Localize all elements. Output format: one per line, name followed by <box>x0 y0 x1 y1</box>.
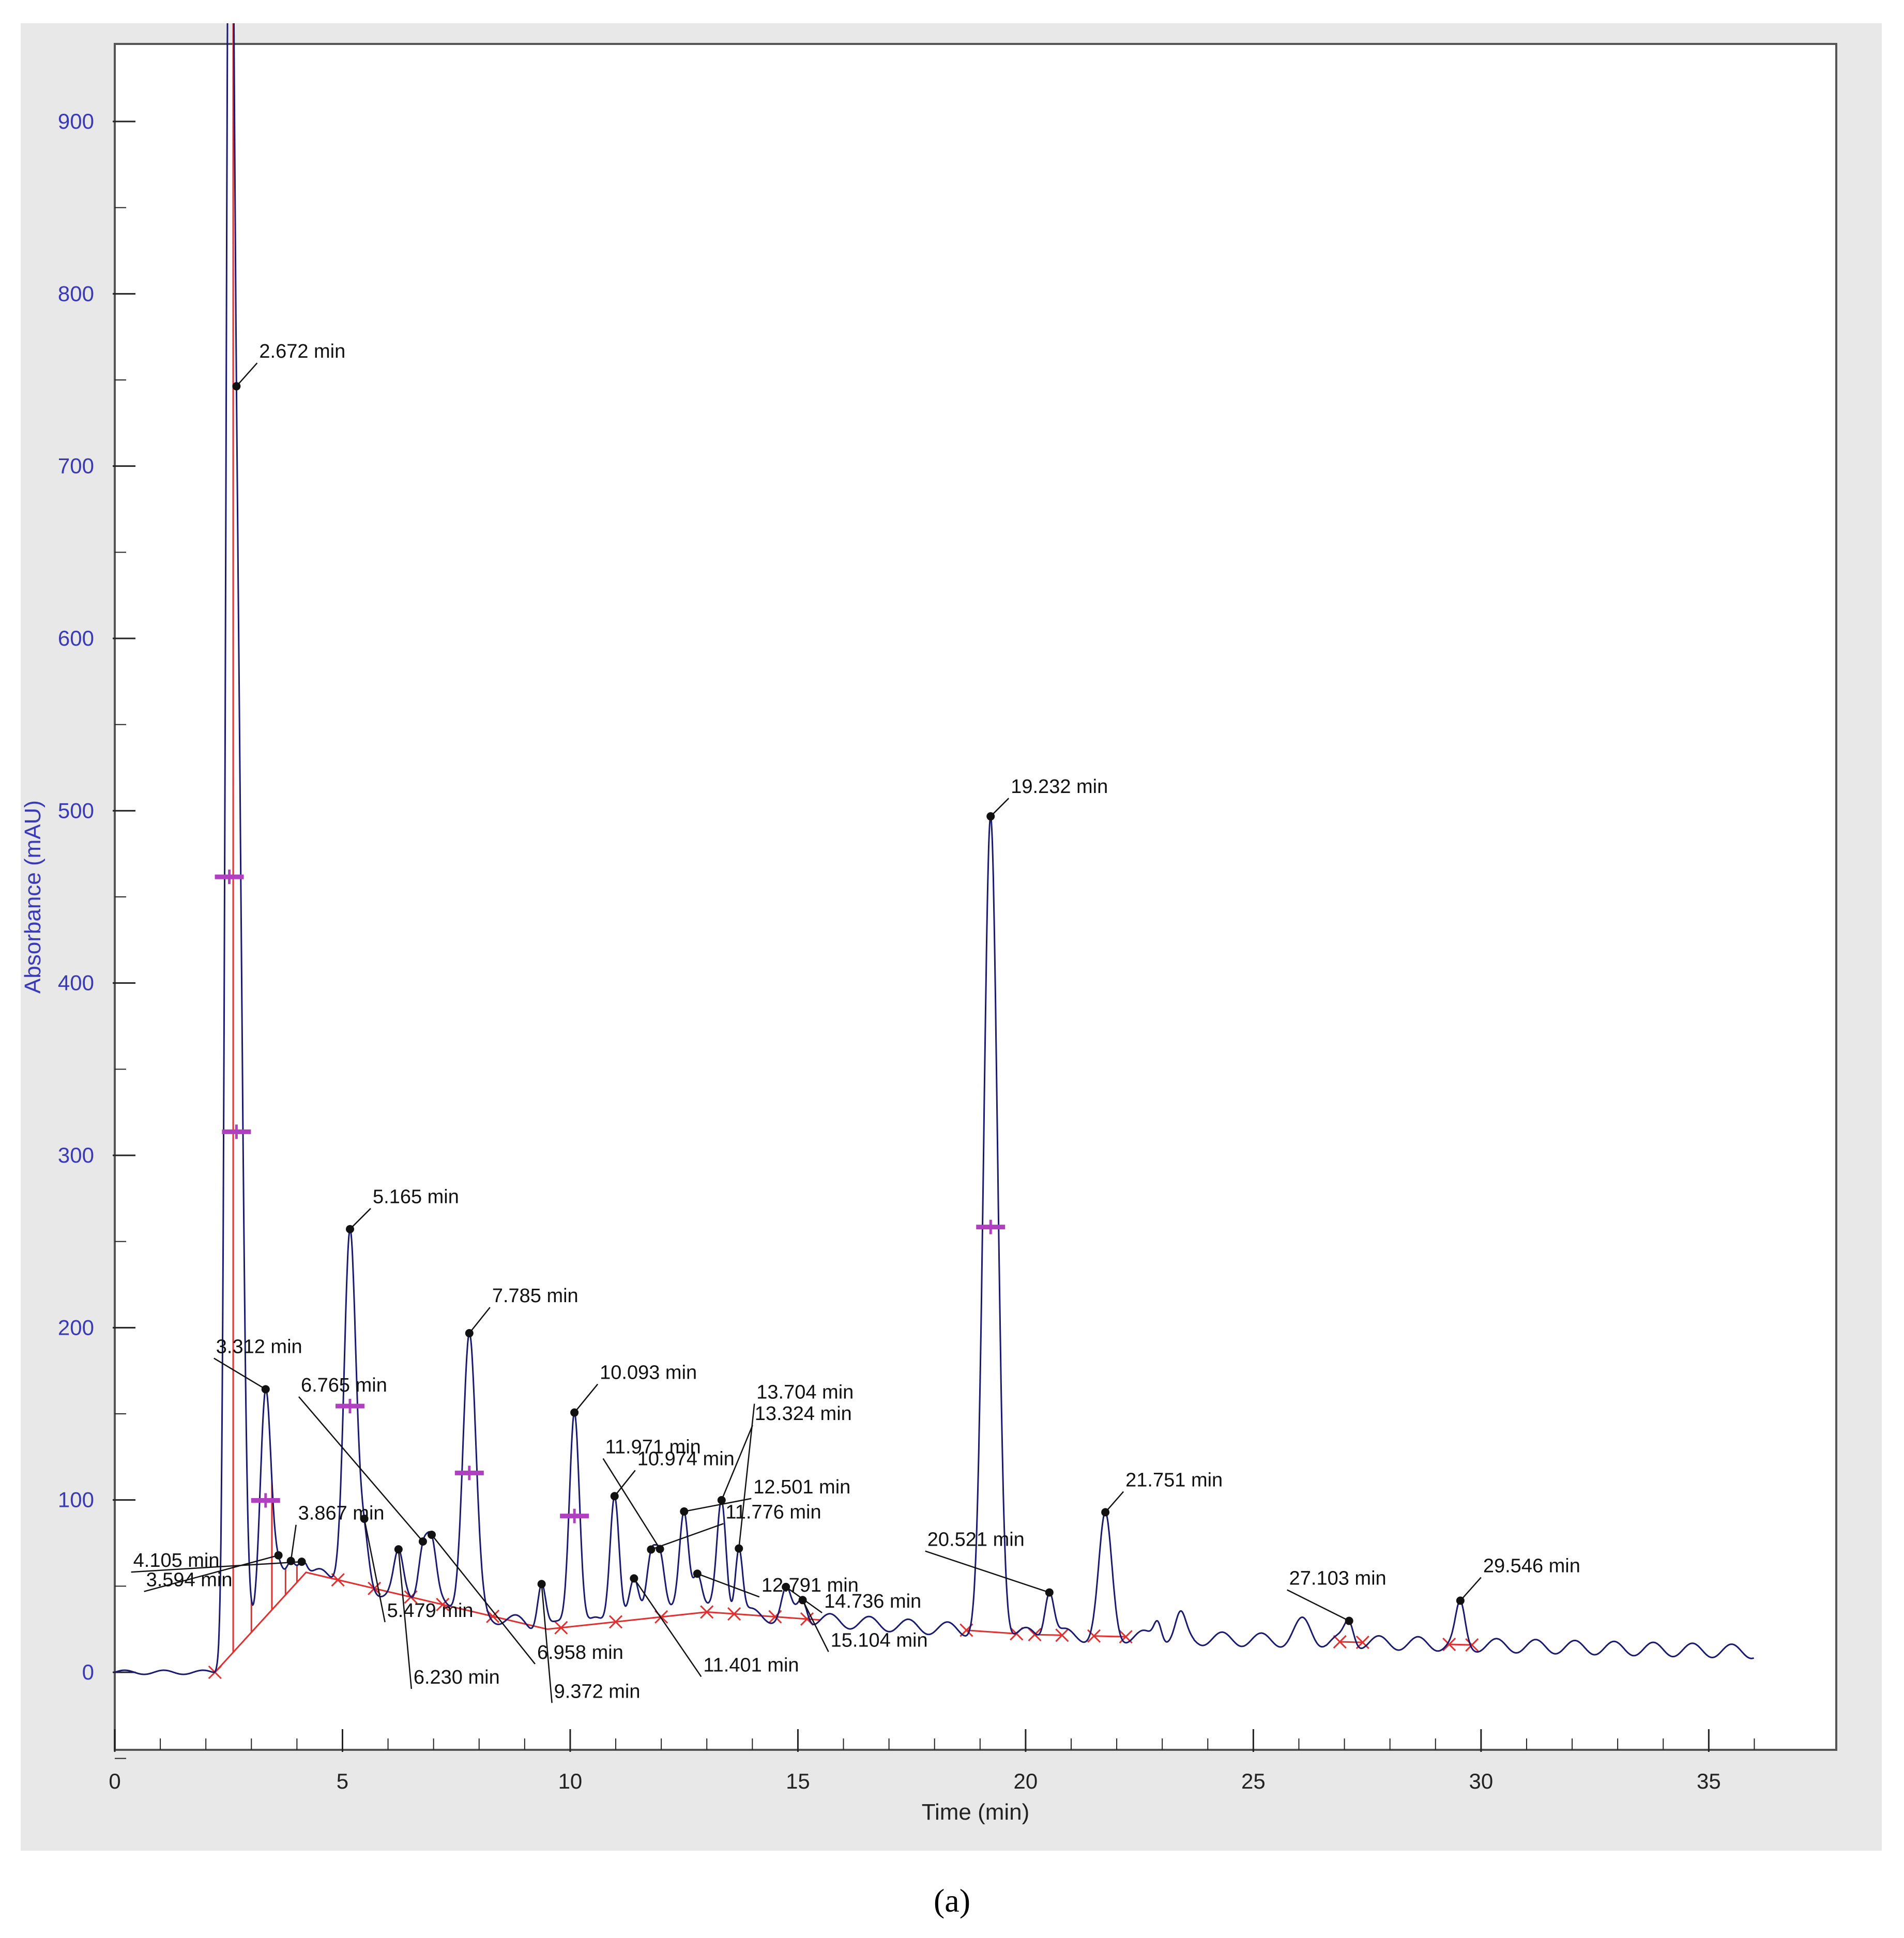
peak-label: 19.232 min <box>1011 776 1108 798</box>
peak-leader-line <box>785 1586 822 1613</box>
peak-label: 11.776 min <box>725 1501 821 1523</box>
peak-leader-line <box>1105 1491 1124 1513</box>
baseline-x-marker <box>1465 1638 1479 1652</box>
peak-leader-line <box>650 1523 724 1550</box>
peak-leader-line <box>214 1357 266 1390</box>
peak-label: 12.791 min <box>761 1575 859 1596</box>
peak-leader-line <box>298 1396 423 1542</box>
peak-label: 12.501 min <box>753 1476 850 1498</box>
peak-label: 6.765 min <box>301 1375 387 1396</box>
baseline-x-marker <box>1087 1629 1101 1643</box>
peak-leader-line <box>1287 1589 1350 1622</box>
peak-leader-line <box>290 1524 297 1561</box>
peak-label: 27.103 min <box>1289 1568 1387 1590</box>
peak-label: 11.401 min <box>703 1654 799 1676</box>
peak-leader-line <box>349 1208 371 1230</box>
y-tick-label: 700 <box>58 454 94 478</box>
y-axis-title: Absorbance (mAU) <box>21 800 45 994</box>
peak-label: 20.521 min <box>927 1529 1025 1551</box>
peak-label: 3.867 min <box>298 1503 385 1524</box>
chromatogram-chart: 0 100 200 300 400 500 600 700 800 900 0 5 10 15 20 25 30… <box>21 23 1837 1825</box>
peak-leader-line <box>363 1518 386 1623</box>
peak-label: 6.230 min <box>414 1667 500 1688</box>
peak-leader-line <box>602 1458 661 1550</box>
plot-area <box>114 43 1837 1751</box>
peak-label: 13.704 min <box>756 1381 854 1403</box>
x-tick-label: 10 <box>558 1769 583 1793</box>
y-tick-label: 800 <box>58 281 94 306</box>
peak-leader-line <box>697 1573 760 1598</box>
figure-caption: (a) <box>933 1882 971 1919</box>
y-tick-label: 200 <box>58 1315 94 1339</box>
peak-leader-line <box>802 1599 829 1652</box>
y-tick-label: 300 <box>58 1143 94 1167</box>
baseline-x-marker <box>1055 1628 1069 1642</box>
peak-label: 10.093 min <box>600 1362 697 1384</box>
peak-label: 14.736 min <box>824 1591 921 1612</box>
y-tick-label: 500 <box>58 798 94 822</box>
baseline-segment <box>966 1629 1017 1635</box>
y-tick-label: 600 <box>58 626 94 650</box>
peak-leader-line <box>398 1549 413 1689</box>
peak-label: 5.479 min <box>387 1600 474 1622</box>
peak-leader-line <box>1459 1577 1482 1601</box>
baseline-x-marker <box>1442 1637 1456 1652</box>
baseline-x-marker <box>608 1615 623 1629</box>
x-tick-label: 35 <box>1697 1769 1721 1793</box>
peak-label: 29.546 min <box>1483 1555 1580 1577</box>
peak-leader-line <box>721 1425 753 1501</box>
peak-label: 3.312 min <box>216 1336 302 1357</box>
y-tick-label: 100 <box>58 1488 94 1512</box>
peak-label: 6.958 min <box>537 1642 623 1664</box>
x-tick-label: 25 <box>1241 1769 1266 1793</box>
x-tick-label: 15 <box>786 1769 810 1793</box>
peak-leader-line <box>633 1578 702 1677</box>
peak-leader-line <box>614 1470 636 1497</box>
peak-leader-line <box>925 1550 1050 1593</box>
peak-leader-line <box>144 1554 279 1592</box>
peak-leader-line <box>131 1561 302 1573</box>
chromatogram-trace <box>114 23 1755 1675</box>
peak-leader-line <box>431 1534 536 1665</box>
y-tick-label: 400 <box>58 971 94 995</box>
peak-label: 21.751 min <box>1125 1469 1223 1491</box>
peak-label: 3.594 min <box>146 1569 233 1591</box>
peak-leader-line <box>684 1498 752 1513</box>
peak-label: 10.974 min <box>637 1448 735 1470</box>
y-tick-label: 900 <box>58 109 94 133</box>
x-tick-label: 5 <box>337 1769 348 1793</box>
baseline-x-marker <box>700 1605 714 1619</box>
y-tick-label: 0 <box>82 1660 94 1684</box>
baseline-x-marker <box>727 1607 741 1621</box>
baseline-segment <box>1449 1643 1472 1646</box>
x-tick-label: 30 <box>1469 1769 1493 1793</box>
x-axis-title: Time (min) <box>922 1799 1030 1825</box>
baseline-x-marker <box>1333 1635 1347 1649</box>
peak-label: 7.785 min <box>492 1285 578 1307</box>
peak-label: 5.165 min <box>373 1186 459 1208</box>
baseline-x-marker <box>1028 1628 1042 1642</box>
x-tick-label: 20 <box>1014 1769 1038 1793</box>
peak-label: 11.971 min <box>605 1436 701 1458</box>
baseline-x-marker <box>436 1597 450 1611</box>
peak-leader-line <box>236 362 258 387</box>
peak-leader-line <box>541 1584 553 1703</box>
chart-frame: 0 100 200 300 400 500 600 700 800 900 0 5 10 15 20 25 30… <box>21 23 1882 1851</box>
peak-label: 15.104 min <box>831 1629 928 1651</box>
peak-label: 13.324 min <box>755 1403 852 1425</box>
peak-leader-line <box>990 798 1010 817</box>
peak-label: 9.372 min <box>554 1681 641 1702</box>
x-tick-label: 0 <box>109 1769 120 1793</box>
baseline-x-marker <box>554 1621 568 1635</box>
peak-leader-line <box>574 1383 599 1413</box>
peak-label: 4.105 min <box>133 1550 220 1571</box>
peak-label: 2.672 min <box>259 341 345 362</box>
peak-leader-line <box>468 1307 491 1334</box>
peak-leader-line <box>738 1403 755 1549</box>
